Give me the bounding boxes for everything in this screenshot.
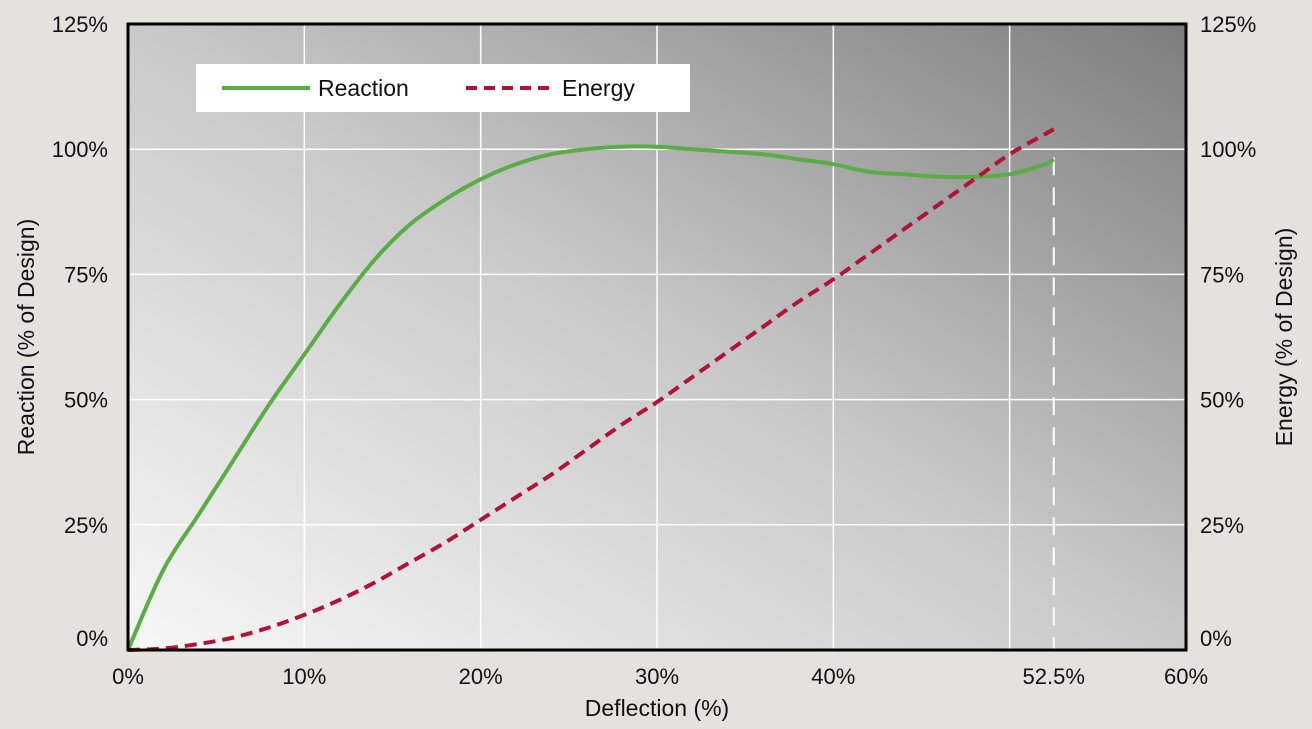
y2-tick-label: 50% bbox=[1200, 388, 1244, 413]
x-tick-label: 20% bbox=[459, 664, 503, 689]
y2-tick-label: 75% bbox=[1200, 262, 1244, 287]
legend: Reaction Energy bbox=[196, 64, 690, 112]
y-tick-label: 0% bbox=[76, 626, 108, 651]
legend-label-energy: Energy bbox=[562, 75, 635, 101]
y2-axis-ticks: 0% 25% 50% 75% 100% 125% bbox=[1200, 12, 1256, 651]
y2-tick-label: 100% bbox=[1200, 137, 1256, 162]
x-tick-label: 60% bbox=[1164, 664, 1208, 689]
x-tick-label: 30% bbox=[635, 664, 679, 689]
x-tick-label: 52.5% bbox=[1023, 664, 1085, 689]
x-tick-label: 0% bbox=[112, 664, 144, 689]
y2-tick-label: 0% bbox=[1200, 626, 1232, 651]
y2-tick-label: 125% bbox=[1200, 12, 1256, 37]
x-tick-label: 40% bbox=[811, 664, 855, 689]
x-tick-label: 10% bbox=[282, 664, 326, 689]
x-axis-label: Deflection (%) bbox=[585, 695, 729, 721]
legend-label-reaction: Reaction bbox=[318, 75, 409, 101]
y2-tick-label: 25% bbox=[1200, 513, 1244, 538]
y-tick-label: 50% bbox=[64, 388, 108, 413]
series-line-energy bbox=[127, 127, 1055, 652]
y-tick-label: 75% bbox=[64, 262, 108, 287]
plot-frame bbox=[126, 22, 1188, 652]
y-tick-label: 125% bbox=[52, 12, 108, 37]
series-line-reaction bbox=[126, 144, 1055, 651]
y-axis-label: Reaction (% of Design) bbox=[13, 219, 39, 456]
series-group bbox=[126, 127, 1055, 652]
grid bbox=[128, 24, 1186, 650]
y-tick-label: 100% bbox=[52, 137, 108, 162]
y-axis-ticks: 0% 25% 50% 75% 100% 125% bbox=[52, 12, 108, 651]
y2-axis-label: Energy (% of Design) bbox=[1271, 228, 1297, 447]
y-tick-label: 25% bbox=[64, 513, 108, 538]
x-axis-ticks: 0% 10% 20% 30% 40% 52.5% 60% bbox=[112, 664, 1208, 689]
